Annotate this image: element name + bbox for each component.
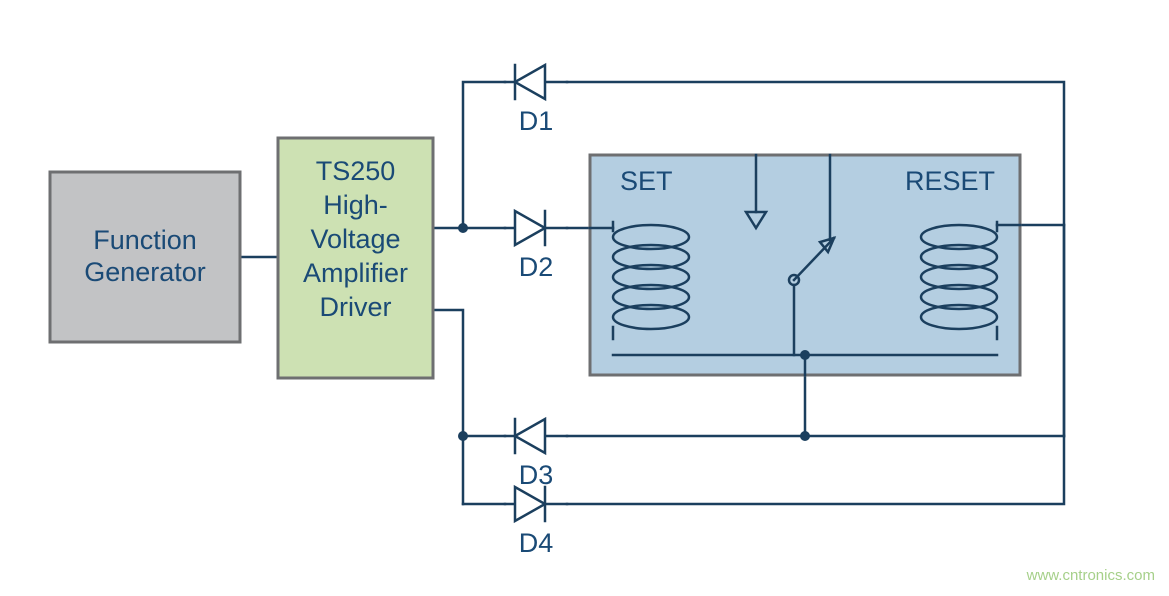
amplifier-text-4: Driver	[320, 292, 392, 322]
amplifier-text-3: Amplifier	[303, 258, 408, 288]
diode-d4-label: D4	[519, 528, 554, 558]
relay-reset-label: RESET	[905, 166, 995, 196]
junction-0	[458, 223, 468, 233]
amplifier-text-0: TS250	[316, 156, 396, 186]
junction-3	[800, 431, 810, 441]
watermark: www.cntronics.com	[1026, 567, 1155, 584]
amplifier-text-1: High-	[323, 190, 388, 220]
amplifier-text-2: Voltage	[310, 224, 400, 254]
function-generator-text-0: Function	[93, 225, 197, 255]
diode-d1-label: D1	[519, 106, 554, 136]
diode-d3-label: D3	[519, 460, 554, 490]
diode-d2-label: D2	[519, 252, 554, 282]
junction-1	[458, 431, 468, 441]
function-generator-text-1: Generator	[84, 257, 206, 287]
relay-set-label: SET	[620, 166, 673, 196]
junction-2	[800, 350, 810, 360]
